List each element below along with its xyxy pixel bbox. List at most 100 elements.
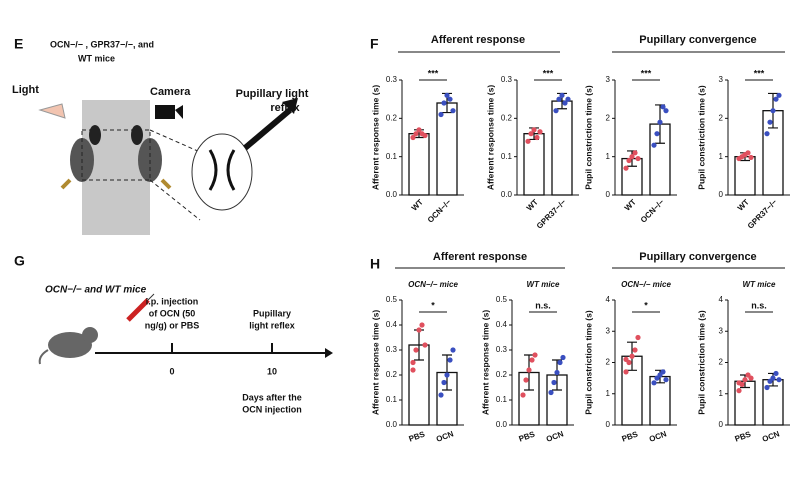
y-tick-label: 0.2 bbox=[386, 113, 398, 122]
bar bbox=[734, 156, 756, 196]
y-tick-label: 0 bbox=[606, 420, 611, 429]
y-tick-label: 0.3 bbox=[386, 345, 398, 354]
data-point bbox=[422, 132, 428, 139]
y-axis-label: Pupil constriction time (s) bbox=[583, 85, 593, 190]
y-axis-label: Pupil constriction time (s) bbox=[696, 310, 706, 415]
y-tick-label: 0.5 bbox=[496, 295, 508, 304]
data-point bbox=[773, 370, 779, 377]
data-point bbox=[651, 142, 657, 148]
y-axis-label: Pupil constriction time (s) bbox=[583, 310, 593, 415]
group-title: Afferent response bbox=[431, 34, 525, 46]
y-tick-label: 1 bbox=[719, 152, 724, 161]
y-tick-label: 0.1 bbox=[501, 152, 513, 161]
y-tick-label: 0 bbox=[719, 420, 724, 429]
significance-label: *** bbox=[543, 68, 554, 78]
chart-subtitle: OCN−/− mice bbox=[621, 280, 671, 289]
data-point bbox=[438, 392, 444, 398]
y-tick-label: 1 bbox=[606, 389, 611, 398]
data-point bbox=[557, 359, 563, 366]
data-point bbox=[629, 154, 635, 160]
data-point bbox=[776, 92, 782, 98]
data-point bbox=[657, 119, 663, 125]
panel-label: G bbox=[14, 253, 25, 269]
significance-label: *** bbox=[754, 68, 765, 78]
data-point bbox=[663, 108, 669, 114]
y-tick-label: 0.4 bbox=[386, 320, 398, 329]
label: Light bbox=[12, 84, 39, 96]
data-point bbox=[553, 108, 559, 114]
data-point bbox=[523, 377, 529, 383]
label: Pupillary bbox=[253, 308, 291, 318]
data-point bbox=[623, 356, 629, 362]
data-point bbox=[450, 347, 456, 353]
data-point bbox=[651, 380, 657, 386]
data-point bbox=[776, 377, 782, 383]
y-tick-label: 0.4 bbox=[496, 320, 508, 329]
data-point bbox=[447, 357, 453, 363]
data-point bbox=[410, 134, 416, 141]
label: of OCN (50 bbox=[149, 308, 196, 318]
y-axis-label: Afferent response time (s) bbox=[370, 310, 380, 415]
data-point bbox=[441, 100, 447, 106]
y-tick-label: 2 bbox=[719, 113, 724, 122]
data-point bbox=[623, 369, 629, 375]
group-title: Afferent response bbox=[433, 251, 527, 263]
tick-label: 0 bbox=[169, 366, 174, 376]
data-point bbox=[635, 155, 641, 162]
data-point bbox=[560, 354, 566, 361]
y-tick-label: 3 bbox=[719, 75, 724, 84]
y-tick-label: 0.3 bbox=[496, 345, 508, 354]
panel-title: OCN−/− , GPR37−/−, and bbox=[50, 39, 154, 49]
data-point bbox=[632, 347, 638, 353]
y-tick-label: 0.1 bbox=[386, 395, 398, 404]
data-point bbox=[410, 359, 416, 366]
data-point bbox=[654, 131, 660, 137]
data-point bbox=[551, 379, 557, 386]
y-tick-label: 1 bbox=[606, 152, 611, 161]
data-point bbox=[742, 377, 748, 383]
data-point bbox=[532, 352, 538, 358]
y-tick-label: 0.3 bbox=[501, 75, 513, 84]
data-point bbox=[736, 388, 742, 394]
y-axis-label: Afferent response time (s) bbox=[370, 85, 380, 190]
panel-label: F bbox=[370, 36, 379, 52]
data-point bbox=[534, 134, 540, 141]
data-point bbox=[416, 327, 422, 333]
label: Pupillary light bbox=[236, 88, 309, 100]
data-point bbox=[562, 100, 568, 106]
data-point bbox=[764, 131, 770, 137]
label: Camera bbox=[150, 86, 191, 98]
data-point bbox=[764, 384, 770, 391]
bar bbox=[408, 133, 430, 196]
data-point bbox=[413, 347, 419, 353]
label: ng/g) or PBS bbox=[145, 320, 200, 330]
y-tick-label: 0.0 bbox=[496, 420, 508, 429]
data-point bbox=[660, 369, 666, 375]
data-point bbox=[770, 375, 776, 381]
y-tick-label: 0.0 bbox=[386, 420, 398, 429]
data-point bbox=[745, 150, 751, 156]
axis-label: OCN injection bbox=[242, 404, 302, 414]
panel-title: WT mice bbox=[78, 53, 115, 63]
y-tick-label: 0 bbox=[719, 190, 724, 199]
significance-label: * bbox=[644, 300, 648, 310]
y-axis-label: Pupil constriction time (s) bbox=[696, 85, 706, 190]
y-tick-label: 0.3 bbox=[386, 75, 398, 84]
y-tick-label: 0.0 bbox=[386, 190, 398, 199]
data-point bbox=[529, 357, 535, 363]
y-tick-label: 0 bbox=[606, 190, 611, 199]
mouse-illustration bbox=[38, 98, 298, 235]
label: light reflex bbox=[249, 320, 295, 330]
significance-label: n.s. bbox=[751, 300, 767, 310]
data-point bbox=[526, 367, 532, 373]
label: i.p. injection bbox=[146, 296, 199, 306]
data-point bbox=[629, 353, 635, 359]
y-tick-label: 2 bbox=[606, 113, 611, 122]
y-axis-label: Afferent response time (s) bbox=[480, 310, 490, 415]
y-tick-label: 0.0 bbox=[501, 190, 513, 199]
data-point bbox=[520, 392, 526, 398]
data-point bbox=[438, 111, 444, 118]
chart-subtitle: WT mice bbox=[743, 280, 776, 289]
y-tick-label: 1 bbox=[719, 389, 724, 398]
